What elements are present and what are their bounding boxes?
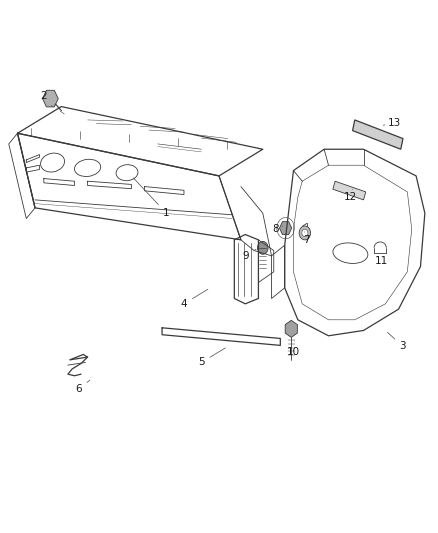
Polygon shape xyxy=(353,120,403,149)
Text: 12: 12 xyxy=(344,189,357,202)
Text: 4: 4 xyxy=(180,289,208,309)
Text: 3: 3 xyxy=(388,333,406,351)
Text: 2: 2 xyxy=(40,91,53,107)
Text: 8: 8 xyxy=(272,224,283,234)
Text: 13: 13 xyxy=(383,118,401,127)
Polygon shape xyxy=(333,181,366,200)
Text: 11: 11 xyxy=(374,253,388,266)
Text: 5: 5 xyxy=(198,348,226,367)
Text: 9: 9 xyxy=(242,249,256,261)
Text: 10: 10 xyxy=(287,341,300,357)
Text: 1: 1 xyxy=(133,178,170,218)
Circle shape xyxy=(302,229,308,237)
Circle shape xyxy=(258,241,268,254)
Text: 7: 7 xyxy=(303,232,310,245)
Circle shape xyxy=(299,226,311,240)
Text: 6: 6 xyxy=(75,380,90,394)
